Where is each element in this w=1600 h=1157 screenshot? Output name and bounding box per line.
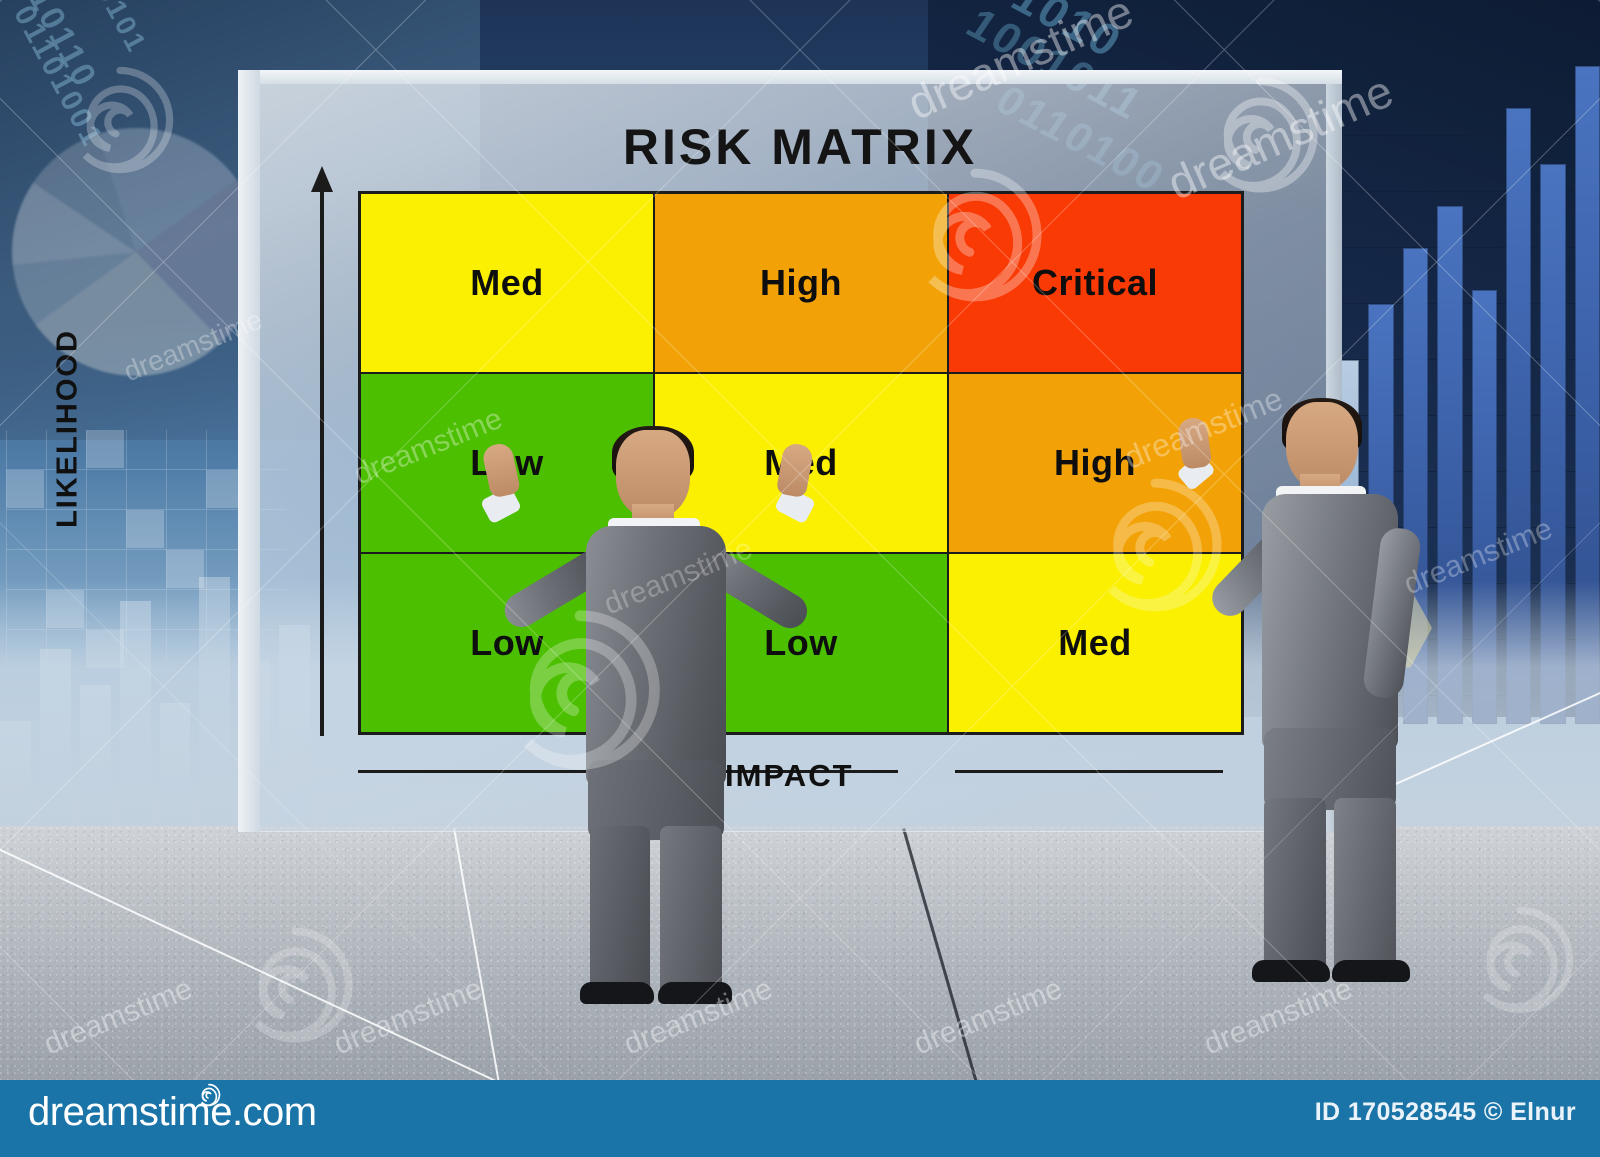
background-square bbox=[126, 510, 164, 548]
right-trouser-leg bbox=[660, 826, 722, 998]
likelihood-axis-line bbox=[320, 176, 324, 736]
background-pie-chart bbox=[12, 128, 260, 376]
risk-cell-label: High bbox=[760, 262, 842, 303]
board-left-edge bbox=[238, 70, 260, 832]
risk-cell-label: Med bbox=[470, 262, 544, 303]
right-shoe bbox=[658, 982, 732, 1004]
x-axis-label: IMPACT bbox=[725, 758, 854, 793]
dreamstime-logo: dreamstime.com bbox=[28, 1090, 317, 1134]
right-pointing-hand bbox=[775, 441, 815, 499]
impact-axis-line bbox=[955, 770, 1223, 773]
left-pointing-hand bbox=[480, 441, 522, 499]
left-shoe bbox=[580, 982, 654, 1004]
background-square bbox=[6, 470, 44, 508]
businessman-right bbox=[1158, 398, 1458, 982]
image-id-credit: ID 170528545 © Elnur bbox=[1314, 1098, 1576, 1126]
left-trouser-leg bbox=[590, 826, 650, 998]
hips bbox=[1264, 728, 1396, 810]
head bbox=[616, 430, 690, 518]
right-trouser-leg bbox=[1334, 798, 1396, 978]
page-title: RISK MATRIX bbox=[622, 119, 978, 175]
risk-cell-label: Low bbox=[764, 622, 838, 663]
risk-cell-r0-c2[interactable]: Critical bbox=[948, 193, 1242, 373]
risk-cell-label: Critical bbox=[1031, 262, 1159, 303]
left-shoe bbox=[1252, 960, 1330, 982]
risk-cell-r0-c0[interactable]: Med bbox=[360, 193, 654, 373]
spiral-logo-icon bbox=[196, 1082, 222, 1113]
risk-cell-label: Low bbox=[470, 622, 544, 663]
background-square bbox=[206, 470, 244, 508]
risk-cell-r2-c2[interactable]: Med bbox=[948, 553, 1242, 733]
right-shoe bbox=[1332, 960, 1410, 982]
board-top-edge bbox=[238, 70, 1342, 84]
risk-matrix-grid[interactable]: MedHighCriticalLowMedHighLowLowMed bbox=[358, 191, 1244, 735]
studio-floor bbox=[0, 826, 1600, 1080]
pointing-hand bbox=[1176, 416, 1213, 470]
suit-jacket bbox=[586, 526, 726, 786]
background-square bbox=[86, 430, 124, 468]
y-axis-label: LIKELIHOOD bbox=[51, 329, 84, 528]
risk-cell-label: High bbox=[1054, 442, 1136, 483]
businessman-center bbox=[468, 426, 828, 1004]
left-trouser-leg bbox=[1264, 798, 1326, 978]
risk-cell-label: Med bbox=[1058, 622, 1132, 663]
footer-bar bbox=[0, 1080, 1600, 1157]
risk-cell-r0-c1[interactable]: High bbox=[654, 193, 948, 373]
